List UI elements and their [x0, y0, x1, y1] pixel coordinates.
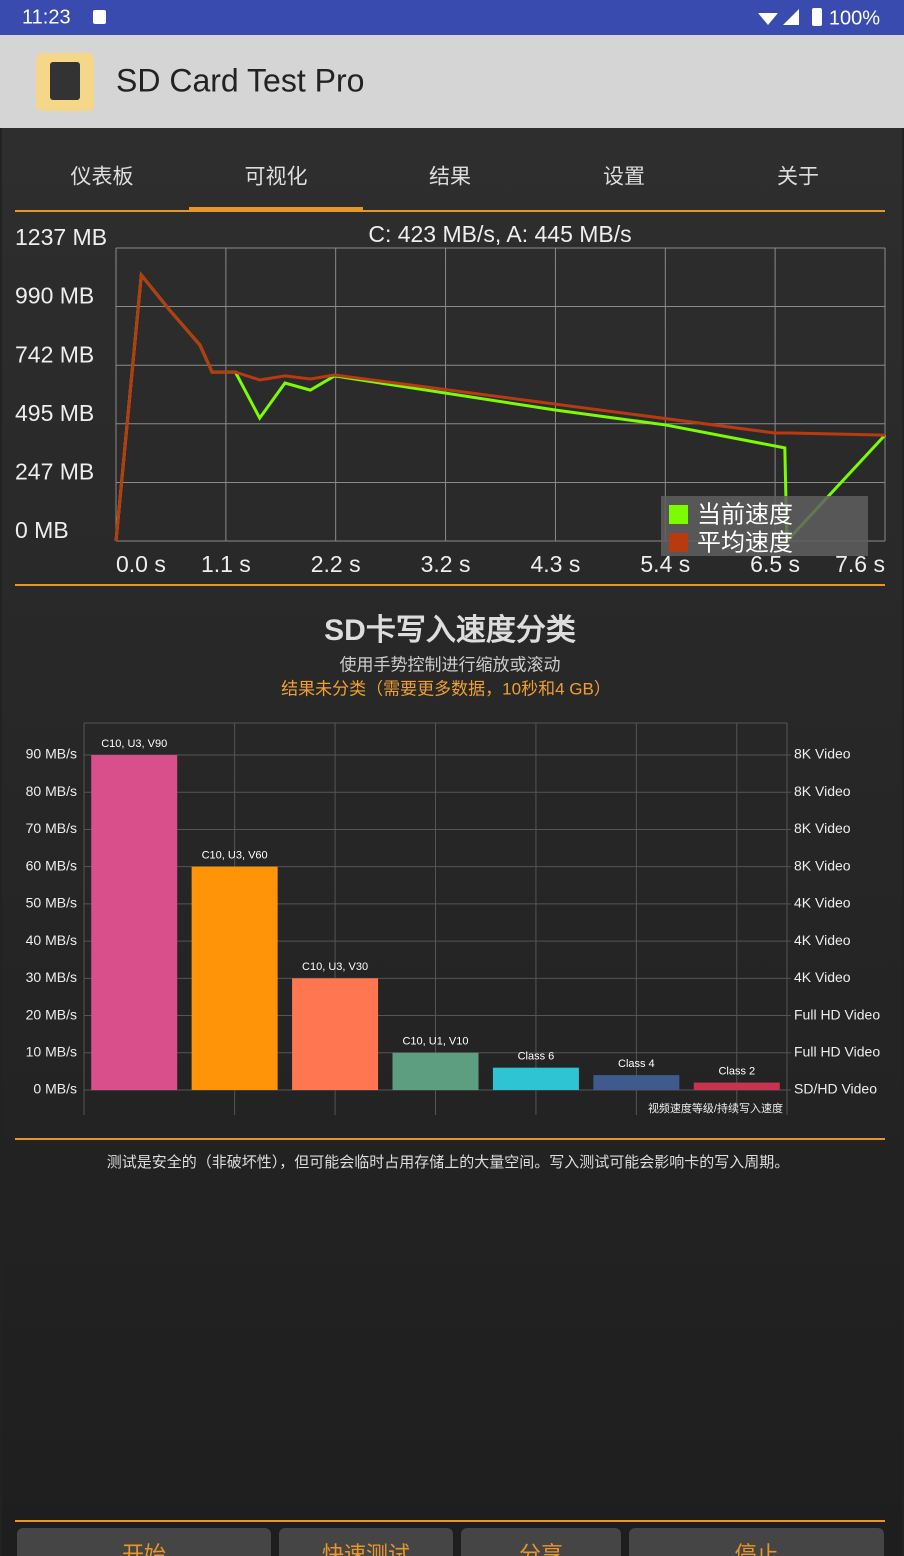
button-label[interactable]: 快速测试 [322, 1542, 410, 1556]
tab[interactable]: 关于 [777, 166, 819, 189]
button-label[interactable]: 停止 [734, 1542, 778, 1556]
y-tick-label: 495 MB [15, 400, 94, 426]
signal-icon [783, 9, 799, 25]
legend-label: 当前速度 [697, 501, 793, 528]
y-tick-label: 30 MB/s [26, 969, 77, 985]
bar [492, 1067, 579, 1090]
legend-swatch [669, 505, 688, 524]
app-title: SD Card Test Pro [116, 62, 364, 98]
bar-label: C10, U3, V60 [202, 850, 268, 862]
x-tick-label: 1.1 s [201, 551, 251, 577]
y-tick-label: 0 MB [15, 517, 69, 543]
bar [191, 866, 278, 1090]
y2-tick-label: SD/HD Video [794, 1081, 877, 1097]
app-bar [0, 35, 904, 128]
y-tick-label: 247 MB [15, 459, 94, 485]
y-tick-label: 70 MB/s [26, 820, 77, 836]
chart-title: C: 423 MB/s, A: 445 MB/s [368, 221, 631, 247]
bar [292, 978, 379, 1090]
bar [392, 1052, 479, 1090]
button-label[interactable]: 分享 [519, 1542, 563, 1556]
y2-tick-label: Full HD Video [794, 1006, 880, 1022]
legend-swatch [669, 533, 688, 552]
y2-tick-label: Full HD Video [794, 1043, 880, 1059]
y-tick-label: 1237 MB [15, 224, 107, 250]
tab[interactable]: 结果 [429, 166, 471, 189]
y-tick-label: 60 MB/s [26, 857, 77, 873]
status-bar [0, 0, 904, 35]
y2-tick-label: 4K Video [794, 969, 851, 985]
y-tick-label: 10 MB/s [26, 1043, 77, 1059]
tab[interactable]: 设置 [603, 166, 645, 189]
button[interactable] [461, 1528, 621, 1556]
battery-icon [812, 8, 822, 26]
x-tick-label: 2.2 s [311, 551, 361, 577]
button[interactable] [17, 1528, 271, 1556]
y-tick-label: 90 MB/s [26, 746, 77, 762]
y-tick-label: 0 MB/s [33, 1081, 77, 1097]
y-tick-label: 742 MB [15, 341, 94, 367]
x-axis-label: 视频速度等级/持续写入速度 [648, 1101, 783, 1115]
button-label[interactable]: 开始 [122, 1542, 166, 1556]
y2-tick-label: 8K Video [794, 783, 851, 799]
y2-tick-label: 4K Video [794, 932, 851, 948]
footer-note: 测试是安全的（非破坏性），但可能会临时占用存储上的大量空间。写入测试可能会影响卡… [107, 1153, 790, 1171]
x-tick-label: 3.2 s [421, 551, 471, 577]
bar-label: Class 4 [618, 1058, 655, 1070]
y2-tick-label: 8K Video [794, 820, 851, 836]
y2-tick-label: 8K Video [794, 857, 851, 873]
status-time: 11:23 [22, 6, 71, 28]
y-tick-label: 20 MB/s [26, 1006, 77, 1022]
button[interactable] [279, 1528, 453, 1556]
legend [661, 496, 868, 556]
wifi-icon [758, 13, 778, 25]
button[interactable] [629, 1528, 884, 1556]
app-icon-card [50, 62, 80, 100]
bar-label: C10, U3, V30 [302, 961, 368, 973]
bar-label: C10, U1, V10 [402, 1036, 468, 1048]
tab[interactable]: 仪表板 [71, 166, 134, 189]
bar-label: C10, U3, V90 [101, 738, 167, 750]
y2-tick-label: 8K Video [794, 746, 851, 762]
series-line [114, 271, 886, 542]
chart-title: SD卡写入速度分类 [324, 614, 576, 647]
y-tick-label: 50 MB/s [26, 895, 77, 911]
tab-indicator [189, 207, 363, 211]
notification-icon [93, 10, 106, 24]
bar [693, 1082, 780, 1090]
tab[interactable]: 可视化 [245, 166, 308, 189]
bar-label: Class 2 [718, 1065, 755, 1077]
chart-subtitle: 使用手势控制进行缩放或滚动 [340, 654, 561, 674]
bar-label: Class 6 [518, 1051, 555, 1063]
x-tick-label: 4.3 s [531, 551, 581, 577]
x-tick-label: 0.0 s [116, 551, 166, 577]
battery-level: 100% [829, 7, 880, 29]
y-tick-label: 40 MB/s [26, 932, 77, 948]
bar [91, 755, 178, 1090]
y-tick-label: 990 MB [15, 283, 94, 309]
bar [593, 1075, 680, 1090]
y2-tick-label: 4K Video [794, 895, 851, 911]
y-tick-label: 80 MB/s [26, 783, 77, 799]
legend-label: 平均速度 [697, 529, 793, 556]
chart-note: 结果未分类（需要更多数据，10秒和4 GB） [281, 679, 611, 698]
